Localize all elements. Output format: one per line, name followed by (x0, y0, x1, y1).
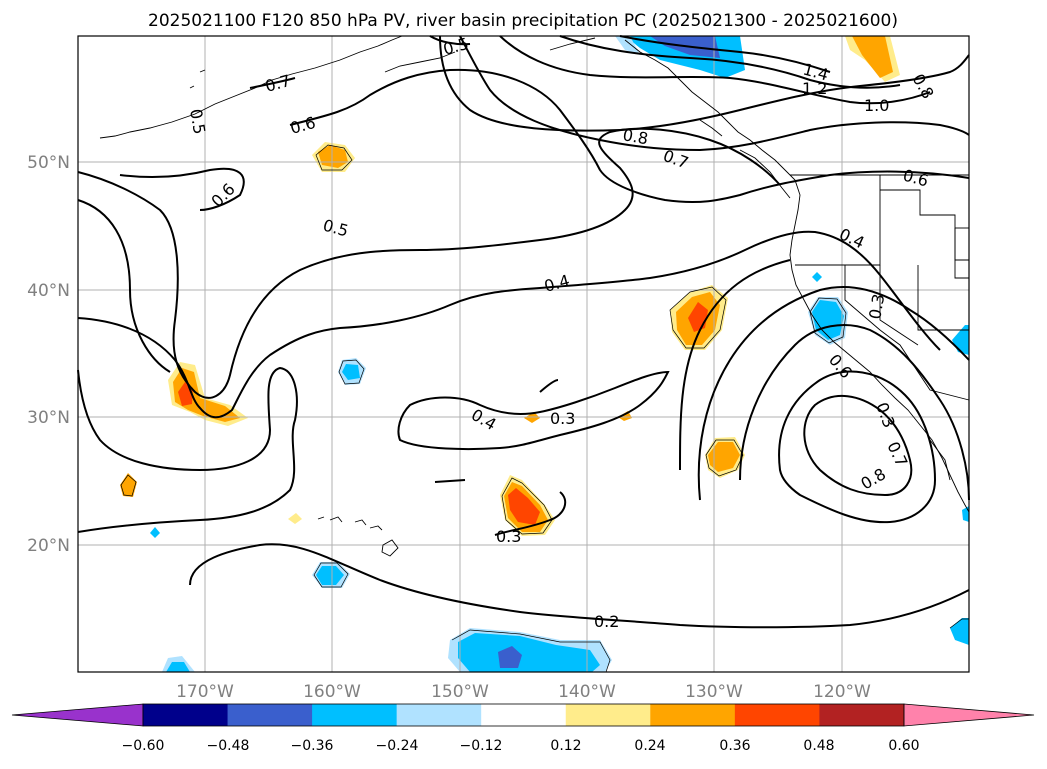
colorbar-segment (227, 704, 313, 726)
colorbar-segment (396, 704, 482, 726)
lat-label: 40°N (27, 281, 70, 301)
contour-label: 0.5 (186, 107, 209, 135)
colorbar-tick-label: −0.12 (460, 738, 503, 754)
lat-label: 50°N (27, 153, 70, 173)
colorbar-tick-label: 0.48 (803, 738, 834, 754)
colorbar-segment (312, 704, 398, 726)
map-frame (77, 35, 970, 673)
lat-label: 20°N (27, 536, 70, 556)
colorbar-tick-label: 0.60 (888, 738, 919, 754)
lat-label: 30°N (27, 408, 70, 428)
colorbar-outline (142, 703, 905, 727)
contour-label: 0.3 (496, 527, 521, 546)
lon-label: 160°W (303, 682, 361, 702)
longitude-labels: 170°W 160°W 150°W 140°W 130°W 120°W (176, 682, 871, 702)
contour-label: 0.3 (550, 409, 575, 428)
colorbar-tick-label: −0.24 (376, 738, 419, 754)
colorbar-tick-label: 0.12 (550, 738, 581, 754)
contour-label: 1.0 (864, 96, 889, 115)
latitude-labels: 50°N 40°N 30°N 20°N (27, 153, 70, 556)
contour-label: 0.3 (865, 292, 888, 320)
lon-label: 150°W (431, 682, 489, 702)
pv-contours (77, 35, 970, 629)
colorbar-segment (819, 704, 905, 726)
colorbar-ticks: −0.60 −0.48 −0.36 −0.24 −0.12 0.12 0.24 … (122, 738, 920, 754)
colorbar-segment (481, 704, 567, 726)
colorbar-segment (734, 704, 820, 726)
colorbar-tick-label: −0.36 (291, 738, 334, 754)
contour-label: 1.2 (802, 79, 827, 98)
coastlines (99, 35, 970, 557)
colorbar (11, 703, 1035, 727)
lon-label: 170°W (176, 682, 234, 702)
colorbar-extend-low (11, 703, 144, 727)
lon-label: 120°W (813, 682, 871, 702)
map-area (78, 36, 969, 672)
colorbar-tick-label: 0.36 (719, 738, 750, 754)
colorbar-tick-label: 0.24 (634, 738, 665, 754)
lon-label: 140°W (558, 682, 616, 702)
colorbar-segment (650, 704, 736, 726)
colorbar-extend-high (903, 703, 1035, 727)
colorbar-segment (143, 704, 229, 726)
colorbar-tick-label: −0.60 (122, 738, 165, 754)
colorbar-segment (565, 704, 651, 726)
contour-label: 0.2 (594, 612, 619, 631)
contour-label: 0.8 (621, 125, 649, 148)
figure-title: 2025021100 F120 850 hPa PV, river basin … (148, 11, 898, 31)
colorbar-tick-label: −0.48 (207, 738, 250, 754)
lon-label: 130°W (685, 682, 743, 702)
